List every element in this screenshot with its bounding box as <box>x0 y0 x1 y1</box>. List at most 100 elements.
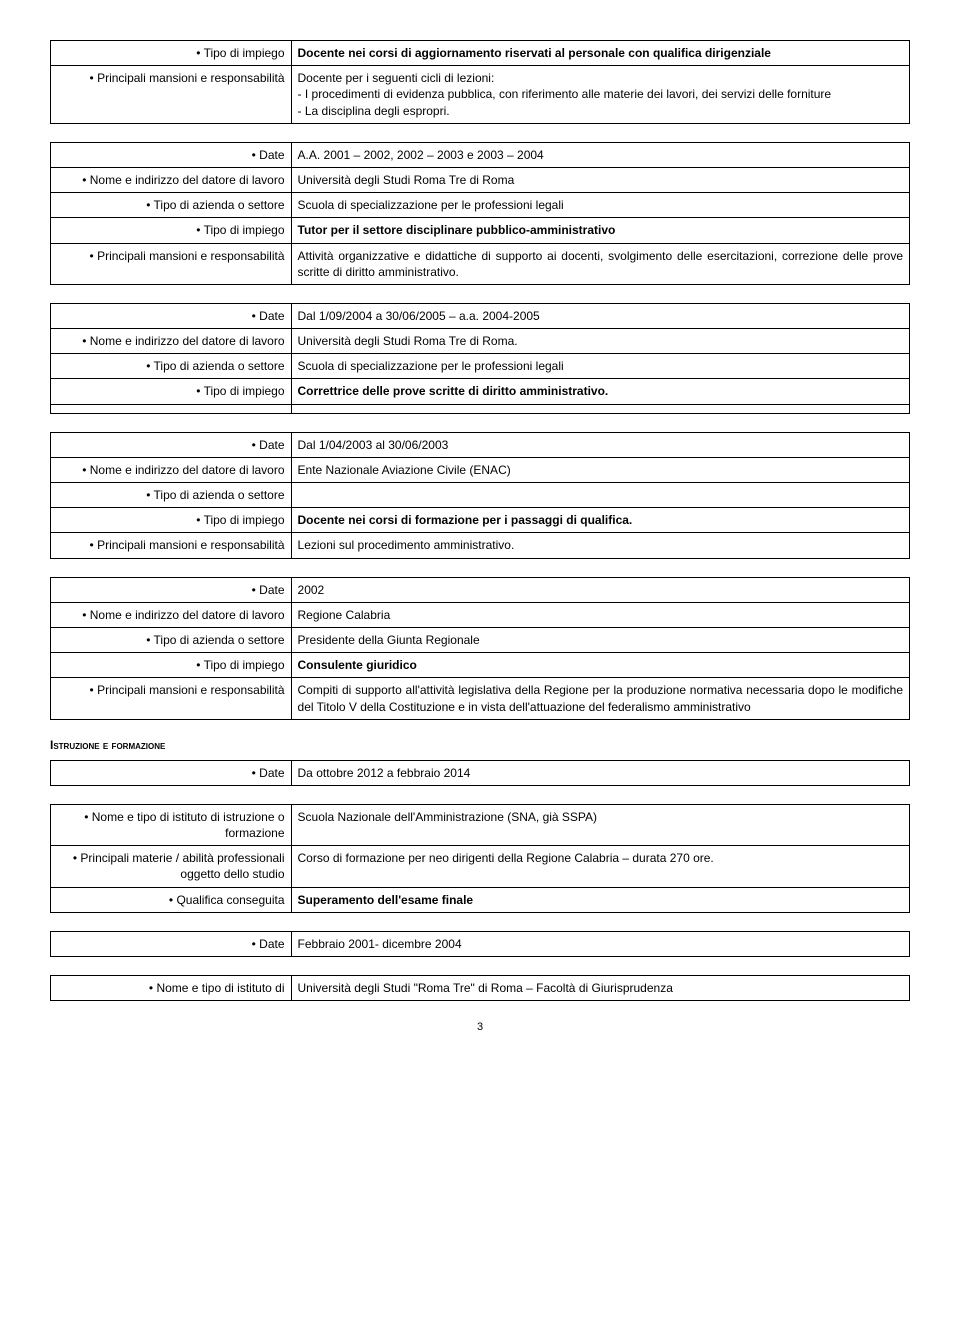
row-value: Docente nei corsi di formazione per i pa… <box>291 508 909 533</box>
table-row: • Date2002 <box>51 577 910 602</box>
tbody-5: • Date2002• Nome e indirizzo del datore … <box>51 577 910 719</box>
row-value: Università degli Studi Roma Tre di Roma. <box>291 329 909 354</box>
tbody-4: • DateDal 1/04/2003 al 30/06/2003• Nome … <box>51 432 910 558</box>
tbody-8: • DateFebbraio 2001- dicembre 2004 <box>51 931 910 956</box>
cv-table-5: • Date2002• Nome e indirizzo del datore … <box>50 577 910 720</box>
table-row: • DateFebbraio 2001- dicembre 2004 <box>51 931 910 956</box>
cv-table-2: • DateA.A. 2001 – 2002, 2002 – 2003 e 20… <box>50 142 910 285</box>
row-label: • Nome e indirizzo del datore di lavoro <box>51 457 292 482</box>
table-row: • Tipo di azienda o settore <box>51 483 910 508</box>
page-number: 3 <box>50 1021 910 1033</box>
table-row: • Principali materie / abilità professio… <box>51 846 910 887</box>
table-row: • Tipo di azienda o settorePresidente de… <box>51 627 910 652</box>
row-label: • Tipo di azienda o settore <box>51 483 292 508</box>
row-value: 2002 <box>291 577 909 602</box>
row-label: • Date <box>51 760 292 785</box>
row-value: Scuola Nazionale dell'Amministrazione (S… <box>291 804 909 845</box>
row-value: Scuola di specializzazione per le profes… <box>291 193 909 218</box>
row-label: • Nome e tipo di istituto di istruzione … <box>51 804 292 845</box>
row-label: • Tipo di azienda o settore <box>51 193 292 218</box>
row-label: • Date <box>51 577 292 602</box>
cv-table-7: • Nome e tipo di istituto di istruzione … <box>50 804 910 913</box>
row-value: Scuola di specializzazione per le profes… <box>291 354 909 379</box>
row-label: • Tipo di azienda o settore <box>51 354 292 379</box>
table-row: • Tipo di impiegoCorrettrice delle prove… <box>51 379 910 404</box>
tbody-9: • Nome e tipo di istituto diUniversità d… <box>51 976 910 1001</box>
row-label: • Principali mansioni e responsabilità <box>51 243 292 284</box>
table-row: • Tipo di azienda o settoreScuola di spe… <box>51 193 910 218</box>
row-label: • Nome e indirizzo del datore di lavoro <box>51 329 292 354</box>
row-label: • Nome e tipo di istituto di <box>51 976 292 1001</box>
row-value: Ente Nazionale Aviazione Civile (ENAC) <box>291 457 909 482</box>
row-label: • Principali mansioni e responsabilità <box>51 533 292 558</box>
row-label: • Nome e indirizzo del datore di lavoro <box>51 602 292 627</box>
tbody-1: • Tipo di impiegoDocente nei corsi di ag… <box>51 41 910 124</box>
tbody-2: • DateA.A. 2001 – 2002, 2002 – 2003 e 20… <box>51 142 910 284</box>
row-value: Docente per i seguenti cicli di lezioni:… <box>291 66 909 124</box>
table-row: • DateDa ottobre 2012 a febbraio 2014 <box>51 760 910 785</box>
row-label: • Tipo di impiego <box>51 653 292 678</box>
row-value: Corso di formazione per neo dirigenti de… <box>291 846 909 887</box>
row-label: • Principali materie / abilità professio… <box>51 846 292 887</box>
table-row: • Principali mansioni e responsabilitàDo… <box>51 66 910 124</box>
row-label: • Date <box>51 142 292 167</box>
row-value: Dal 1/04/2003 al 30/06/2003 <box>291 432 909 457</box>
row-value: Dal 1/09/2004 a 30/06/2005 – a.a. 2004-2… <box>291 303 909 328</box>
cv-table-1: • Tipo di impiegoDocente nei corsi di ag… <box>50 40 910 124</box>
row-label <box>51 404 292 413</box>
row-label: • Date <box>51 303 292 328</box>
row-value <box>291 483 909 508</box>
table-row: • DateDal 1/09/2004 a 30/06/2005 – a.a. … <box>51 303 910 328</box>
table-row: • Principali mansioni e responsabilitàCo… <box>51 678 910 719</box>
row-value: Superamento dell'esame finale <box>291 887 909 912</box>
cv-table-4: • DateDal 1/04/2003 al 30/06/2003• Nome … <box>50 432 910 559</box>
section-heading-istruzione: Istruzione e formazione <box>50 738 910 752</box>
cv-table-6: • DateDa ottobre 2012 a febbraio 2014 <box>50 760 910 786</box>
row-value: Febbraio 2001- dicembre 2004 <box>291 931 909 956</box>
tbody-3: • DateDal 1/09/2004 a 30/06/2005 – a.a. … <box>51 303 910 413</box>
cv-table-9: • Nome e tipo di istituto diUniversità d… <box>50 975 910 1001</box>
tbody-6: • DateDa ottobre 2012 a febbraio 2014 <box>51 760 910 785</box>
table-row: • Nome e tipo di istituto di istruzione … <box>51 804 910 845</box>
row-label: • Nome e indirizzo del datore di lavoro <box>51 167 292 192</box>
table-row: • Tipo di impiegoTutor per il settore di… <box>51 218 910 243</box>
row-label: • Date <box>51 432 292 457</box>
table-row: • DateA.A. 2001 – 2002, 2002 – 2003 e 20… <box>51 142 910 167</box>
row-value: A.A. 2001 – 2002, 2002 – 2003 e 2003 – 2… <box>291 142 909 167</box>
table-row <box>51 404 910 413</box>
row-label: • Principali mansioni e responsabilità <box>51 678 292 719</box>
row-label: • Tipo di impiego <box>51 218 292 243</box>
table-row: • Tipo di impiegoConsulente giuridico <box>51 653 910 678</box>
row-label: • Tipo di impiego <box>51 41 292 66</box>
row-value <box>291 404 909 413</box>
row-value: Tutor per il settore disciplinare pubbli… <box>291 218 909 243</box>
row-value: Docente nei corsi di aggiornamento riser… <box>291 41 909 66</box>
row-label: • Tipo di impiego <box>51 508 292 533</box>
row-value: Lezioni sul procedimento amministrativo. <box>291 533 909 558</box>
row-value: Università degli Studi Roma Tre di Roma <box>291 167 909 192</box>
row-label: • Tipo di impiego <box>51 379 292 404</box>
row-value: Da ottobre 2012 a febbraio 2014 <box>291 760 909 785</box>
table-row: • Principali mansioni e responsabilitàLe… <box>51 533 910 558</box>
row-value: Compiti di supporto all'attività legisla… <box>291 678 909 719</box>
table-row: • Nome e tipo di istituto diUniversità d… <box>51 976 910 1001</box>
table-row: • Tipo di impiegoDocente nei corsi di fo… <box>51 508 910 533</box>
row-label: • Principali mansioni e responsabilità <box>51 66 292 124</box>
table-row: • Principali mansioni e responsabilitàAt… <box>51 243 910 284</box>
row-value: Consulente giuridico <box>291 653 909 678</box>
cv-table-8: • DateFebbraio 2001- dicembre 2004 <box>50 931 910 957</box>
row-value: Correttrice delle prove scritte di dirit… <box>291 379 909 404</box>
row-value: Regione Calabria <box>291 602 909 627</box>
table-row: • Nome e indirizzo del datore di lavoroR… <box>51 602 910 627</box>
table-row: • Qualifica conseguitaSuperamento dell'e… <box>51 887 910 912</box>
table-row: • DateDal 1/04/2003 al 30/06/2003 <box>51 432 910 457</box>
tbody-7: • Nome e tipo di istituto di istruzione … <box>51 804 910 912</box>
cv-table-3: • DateDal 1/09/2004 a 30/06/2005 – a.a. … <box>50 303 910 414</box>
table-row: • Nome e indirizzo del datore di lavoroE… <box>51 457 910 482</box>
row-label: • Tipo di azienda o settore <box>51 627 292 652</box>
row-label: • Date <box>51 931 292 956</box>
table-row: • Tipo di impiegoDocente nei corsi di ag… <box>51 41 910 66</box>
table-row: • Nome e indirizzo del datore di lavoroU… <box>51 167 910 192</box>
row-label: • Qualifica conseguita <box>51 887 292 912</box>
table-row: • Nome e indirizzo del datore di lavoroU… <box>51 329 910 354</box>
